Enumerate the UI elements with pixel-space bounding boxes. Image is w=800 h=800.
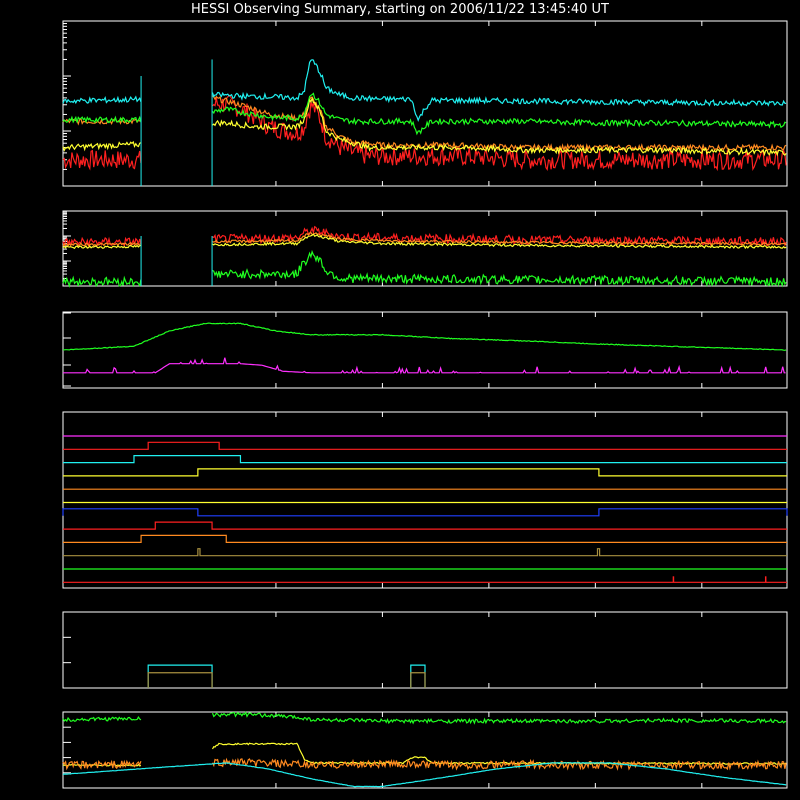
flag-line [63, 455, 787, 464]
ratio-line [62, 711, 787, 725]
decimation-step [147, 672, 213, 688]
series-line [62, 249, 787, 288]
series-line [62, 92, 787, 136]
series-line [62, 233, 787, 250]
series-line [62, 96, 787, 157]
flag-line [63, 468, 787, 477]
flag-line [62, 508, 788, 517]
flag-line [63, 521, 787, 530]
flag-line [63, 534, 787, 543]
high-energy-frame [62, 210, 788, 287]
series-line [62, 232, 787, 247]
decimation-step [410, 672, 426, 688]
ratio-line [62, 757, 787, 771]
ratio-line [62, 762, 787, 788]
flags-frame [62, 411, 788, 589]
flag-line [63, 441, 787, 450]
goes-short-line [63, 357, 786, 375]
series-line [62, 94, 787, 172]
flag-line [63, 548, 787, 557]
low-energy-frame [62, 20, 788, 187]
ratios-frame [62, 711, 788, 789]
series-line [62, 59, 787, 123]
goes-long-line [62, 322, 787, 351]
figure-title: HESSI Observing Summary, starting on 200… [191, 2, 609, 17]
